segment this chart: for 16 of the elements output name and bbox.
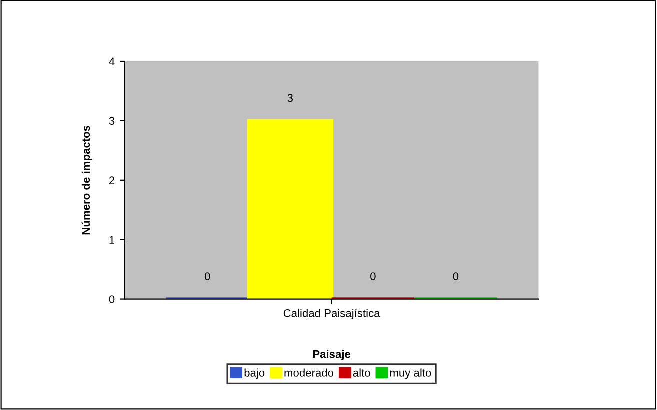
legend-label: moderado — [284, 368, 334, 377]
y-tick-label: 1 — [110, 236, 115, 244]
y-tick-label: 3 — [109, 117, 115, 126]
data-label: 0 — [453, 272, 459, 280]
data-label: 0 — [204, 272, 210, 280]
data-label: 3 — [288, 94, 293, 102]
x-tick-label: Calidad Paisajística — [284, 309, 380, 320]
data-label: 0 — [370, 272, 376, 280]
x-axis-title: Paisaje — [313, 350, 351, 360]
legend-label: alto — [353, 368, 370, 377]
y-tick-label: 0 — [109, 296, 115, 304]
legend-label: bajo — [244, 368, 265, 380]
y-tick-label: 2 — [109, 176, 115, 184]
y-axis-title: Número de impactos — [82, 126, 92, 235]
legend-label: muy alto — [390, 368, 432, 380]
y-tick-label: 4 — [109, 58, 115, 66]
